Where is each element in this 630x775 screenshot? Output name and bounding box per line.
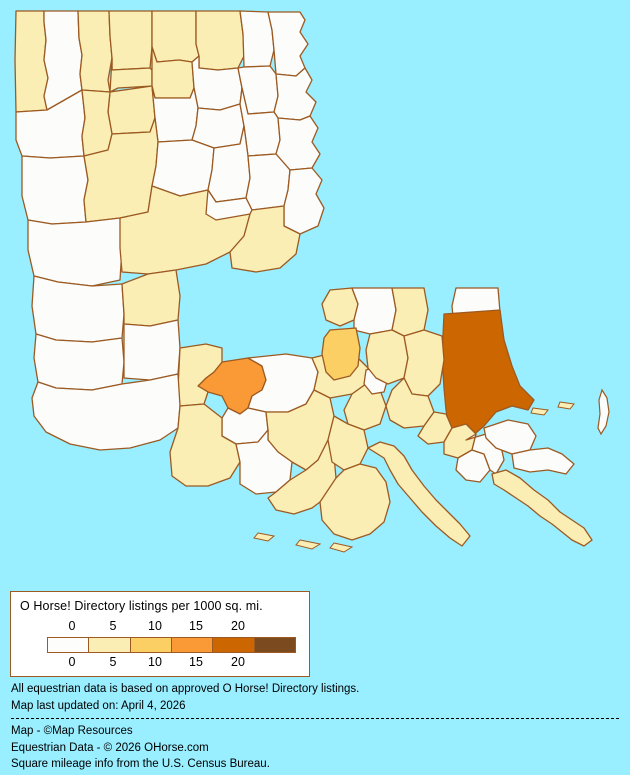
parish-st-bernard[interactable]: [511, 447, 575, 475]
legend-swatch-20[interactable]: [213, 638, 255, 652]
parish-catahoula[interactable]: [245, 153, 291, 211]
map-svg[interactable]: [0, 0, 630, 585]
legend-tick-bottom-15: 15: [189, 655, 203, 669]
footer-divider: [11, 718, 619, 719]
parish-livingston[interactable]: [403, 329, 445, 397]
parish-vermilion[interactable]: [169, 403, 241, 487]
barrier-islets: [253, 401, 575, 553]
footer-credit-data: Equestrian Data - © 2026 OHorse.com: [11, 741, 209, 754]
parish-sabine[interactable]: [21, 155, 89, 225]
parish-plaquemines[interactable]: [491, 469, 593, 547]
parish-tangipahoa[interactable]: [321, 327, 361, 381]
parish-ascension[interactable]: [385, 377, 435, 429]
legend-tick-top-15: 15: [189, 619, 203, 633]
parish-iberia[interactable]: [235, 429, 293, 495]
parish-west-feliciana[interactable]: [321, 287, 359, 327]
legend-tick-top-10: 10: [148, 619, 162, 633]
parish-east-carroll[interactable]: [267, 11, 309, 77]
legend-tick-bottom-20: 20: [231, 655, 245, 669]
louisiana-choropleth-map[interactable]: [0, 0, 630, 585]
parish-beauregard[interactable]: [31, 275, 125, 343]
legend-swatch-0[interactable]: [48, 638, 90, 652]
parish-calcasieu[interactable]: [33, 333, 125, 391]
map-legend: O Horse! Directory listings per 1000 sq.…: [10, 591, 310, 677]
parish-vernon[interactable]: [27, 217, 123, 287]
parish-lafourche[interactable]: [367, 441, 471, 547]
parish-bienville[interactable]: [107, 57, 156, 135]
legend-tick-top-20: 20: [231, 619, 245, 633]
parish-avoyelles[interactable]: [229, 205, 301, 273]
footer: All equestrian data is based on approved…: [11, 681, 621, 773]
legend-swatch-5[interactable]: [89, 638, 131, 652]
footer-credit-map: Map - ©Map Resources: [11, 725, 133, 737]
legend-tick-top-5: 5: [109, 619, 117, 633]
parish-st-tammany[interactable]: [441, 309, 535, 445]
parish-east-baton-rouge[interactable]: [365, 329, 409, 385]
legend-swatch-20plus[interactable]: [254, 638, 295, 652]
parish-caddo[interactable]: [14, 10, 49, 113]
parish-terrebonne[interactable]: [319, 463, 391, 541]
parish-caldwell[interactable]: [191, 103, 245, 149]
parish-union[interactable]: [151, 10, 200, 63]
legend-tick-bottom-0: 0: [68, 655, 76, 669]
parish-claiborne[interactable]: [108, 10, 153, 71]
legend-tick-bottom-10: 10: [148, 655, 162, 669]
legend-tick-bottom-5: 5: [109, 655, 117, 669]
parish-red-river[interactable]: [81, 89, 113, 157]
footer-credit-census: Square mileage info from the U.S. Census…: [11, 758, 270, 770]
legend-tick-top-0: 0: [68, 619, 76, 633]
parish-east-feliciana[interactable]: [351, 287, 397, 335]
footer-note-1: All equestrian data is based on approved…: [11, 683, 360, 695]
parish-madison[interactable]: [273, 67, 317, 121]
parish-concordia[interactable]: [283, 167, 325, 235]
parish-st-helena[interactable]: [391, 287, 429, 337]
legend-ticks-bottom: 0 5 10 15 20: [36, 655, 288, 670]
legend-title: O Horse! Directory listings per 1000 sq.…: [20, 599, 263, 613]
legend-swatch-15[interactable]: [171, 638, 214, 652]
legend-color-bar[interactable]: [47, 637, 296, 653]
chandeleur-islands: [597, 388, 610, 436]
parish-cameron[interactable]: [31, 373, 181, 451]
parish-webster[interactable]: [77, 10, 113, 93]
parish-winn[interactable]: [151, 139, 215, 197]
parish-morehouse[interactable]: [195, 10, 245, 71]
legend-ticks-top: 0 5 10 15 20: [36, 619, 288, 634]
footer-note-2: Map last updated on: April 4, 2026: [11, 699, 186, 712]
legend-swatch-10[interactable]: [130, 638, 172, 652]
parish-west-carroll[interactable]: [239, 10, 275, 68]
parish-tensas[interactable]: [275, 115, 321, 171]
parish-jefferson-davis[interactable]: [123, 319, 181, 381]
